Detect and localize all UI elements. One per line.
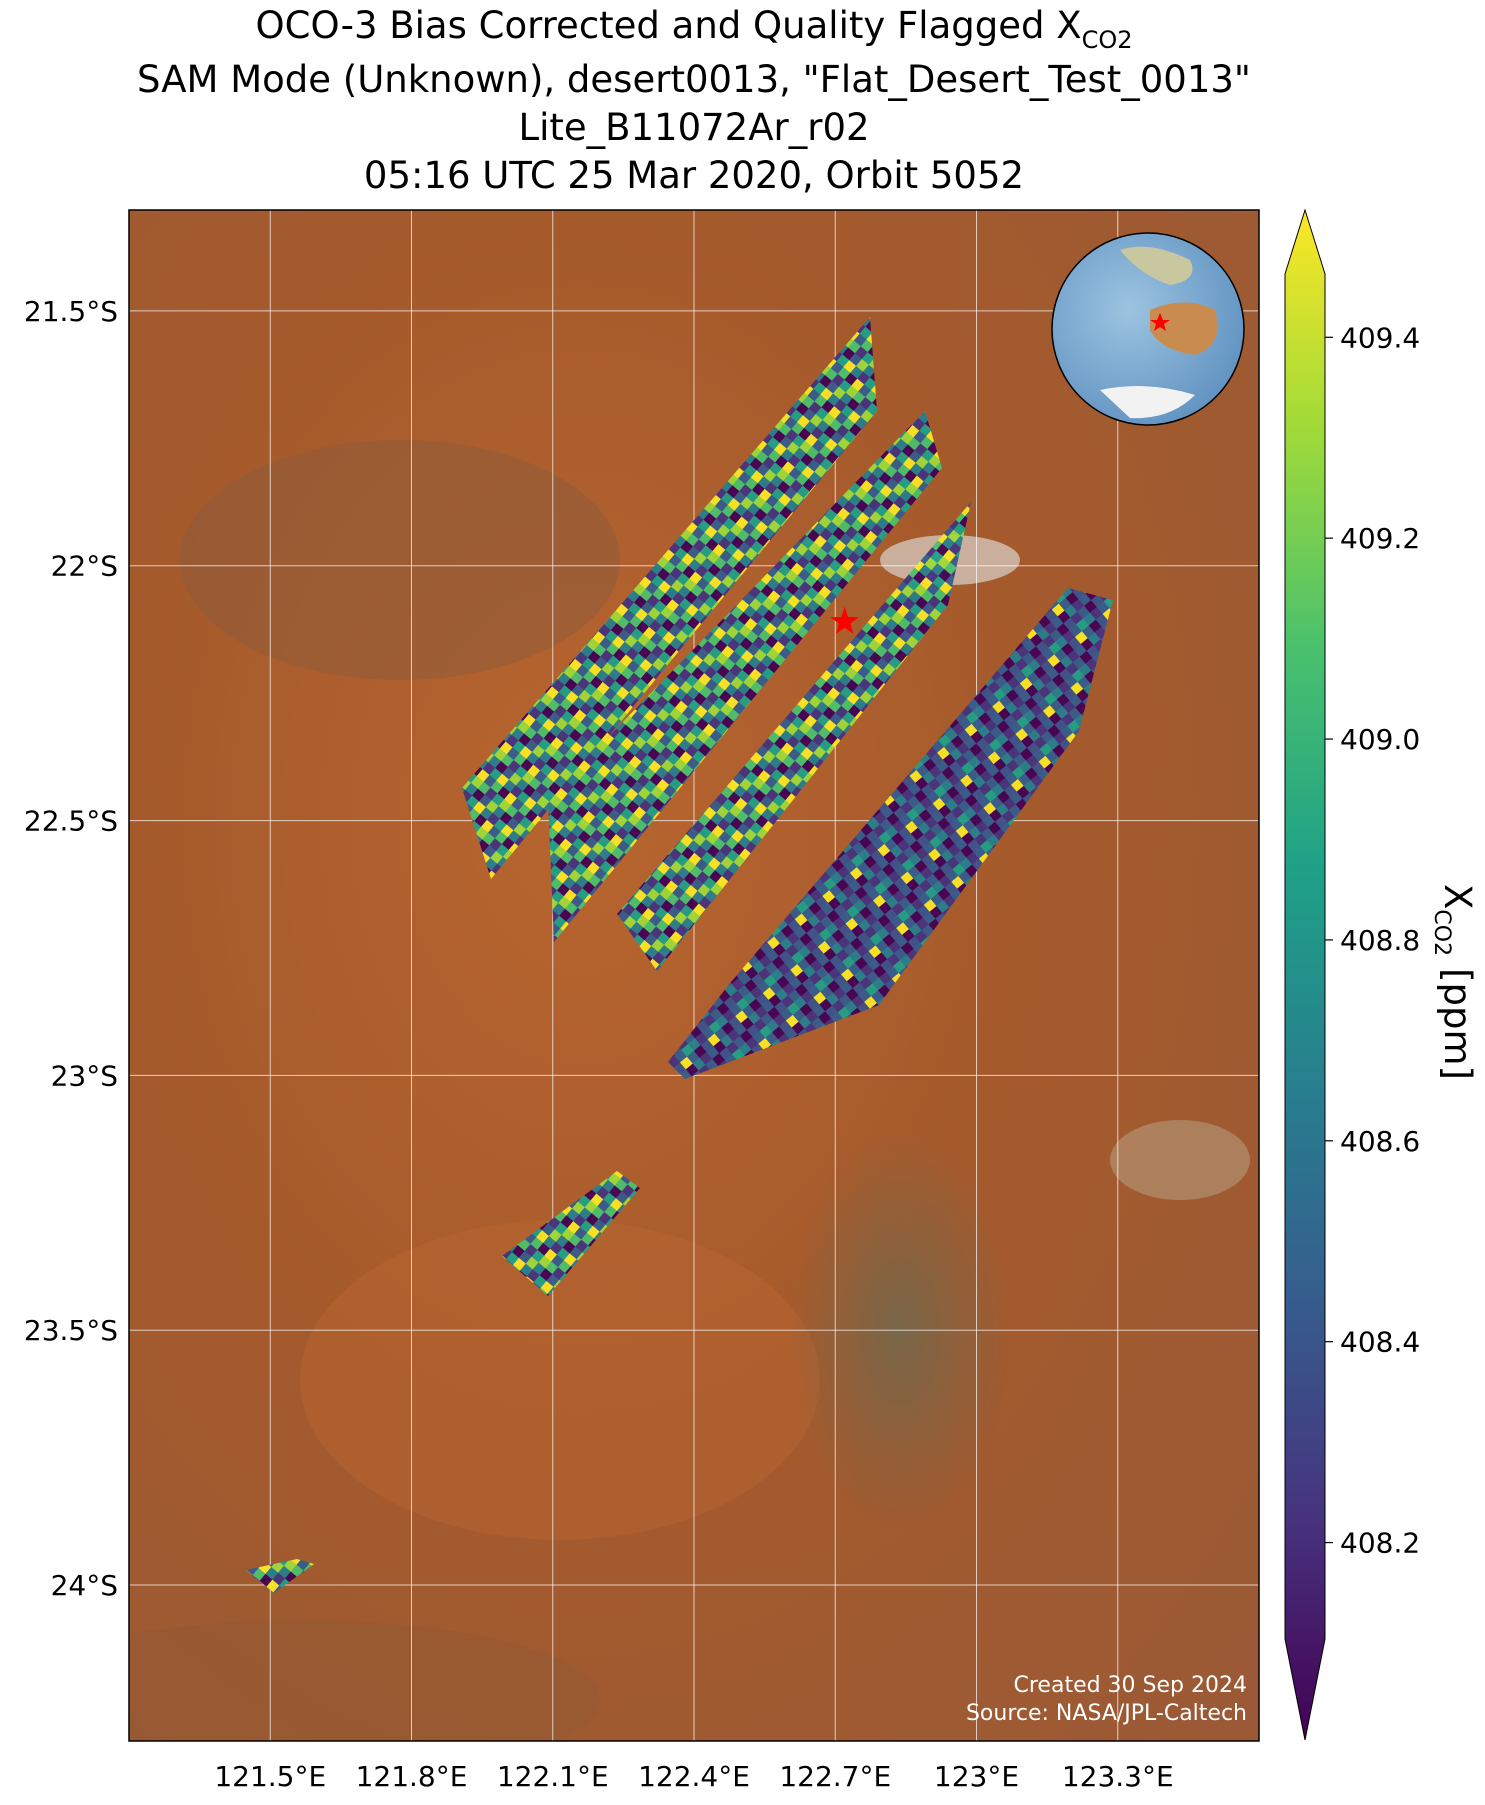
swath — [548, 411, 942, 942]
footer: Created 30 Sep 2024 Source: NASA/JPL-Cal… — [966, 1673, 1247, 1726]
inset-marker — [1150, 313, 1170, 331]
x-tick-label: 122.1°E — [497, 1760, 609, 1793]
map-background — [129, 210, 1259, 1741]
y-tick-label: 22°S — [51, 550, 118, 583]
colorbar-tick-label: 409.0 — [1340, 723, 1420, 756]
title-text: OCO-3 Bias Corrected and Quality Flagged… — [255, 4, 1081, 47]
swath — [617, 502, 971, 971]
colorbar-tick-label: 408.8 — [1340, 924, 1420, 957]
colorbar-tick-label: 408.2 — [1340, 1527, 1420, 1560]
colorbar-label: XCO2 [ppm] — [1429, 884, 1479, 1080]
swath — [246, 1559, 314, 1593]
x-tick-label: 122.4°E — [638, 1760, 750, 1793]
colorbar-label-subscript: CO2 — [1429, 909, 1454, 956]
swath — [668, 588, 1113, 1079]
colorbar-tick-label: 409.2 — [1340, 522, 1420, 555]
swath — [502, 1171, 640, 1296]
y-tick-label: 23.5°S — [24, 1314, 118, 1347]
map-frame — [128, 209, 1260, 1742]
swaths — [246, 317, 1113, 1593]
colorbar-tick-label: 408.6 — [1340, 1125, 1420, 1158]
y-tick-label: 22.5°S — [24, 805, 118, 838]
x-tick-label: 122.7°E — [779, 1760, 891, 1793]
x-tick-label: 121.8°E — [356, 1760, 468, 1793]
colorbar-label-text: X — [1436, 884, 1479, 909]
title-subscript: CO2 — [1082, 26, 1133, 54]
footer-created: Created 30 Sep 2024 — [1014, 1673, 1248, 1698]
title-line: SAM Mode (Unknown), desert0013, "Flat_De… — [137, 58, 1251, 101]
colorbar-label-unit: [ppm] — [1436, 968, 1479, 1080]
site-layer — [830, 606, 859, 634]
footer-source: Source: NASA/JPL-Caltech — [966, 1701, 1247, 1726]
globe-inset — [1051, 232, 1245, 426]
x-tick-label: 123°E — [934, 1760, 1019, 1793]
y-tick-label: 24°S — [51, 1569, 118, 1602]
y-tick-label: 21.5°S — [24, 295, 118, 328]
title-line: Lite_B11072Ar_r02 — [518, 106, 869, 149]
title-line: OCO-3 Bias Corrected and Quality Flagged… — [255, 4, 1132, 54]
title: OCO-3 Bias Corrected and Quality Flagged… — [137, 4, 1251, 197]
title-line: 05:16 UTC 25 Mar 2020, Orbit 5052 — [364, 154, 1024, 197]
colorbar-tick-label: 408.4 — [1340, 1326, 1420, 1359]
site-marker — [830, 606, 859, 634]
y-tick-label: 23°S — [51, 1059, 118, 1092]
colorbar: 408.2 408.4 408.6 408.8 409.0 409.2 409.4 — [1284, 208, 1420, 1741]
colorbar-tick-label: 409.4 — [1340, 321, 1420, 354]
x-tick-label: 123.3°E — [1062, 1760, 1174, 1793]
swath — [462, 317, 877, 879]
x-tick-label: 121.5°E — [214, 1760, 326, 1793]
